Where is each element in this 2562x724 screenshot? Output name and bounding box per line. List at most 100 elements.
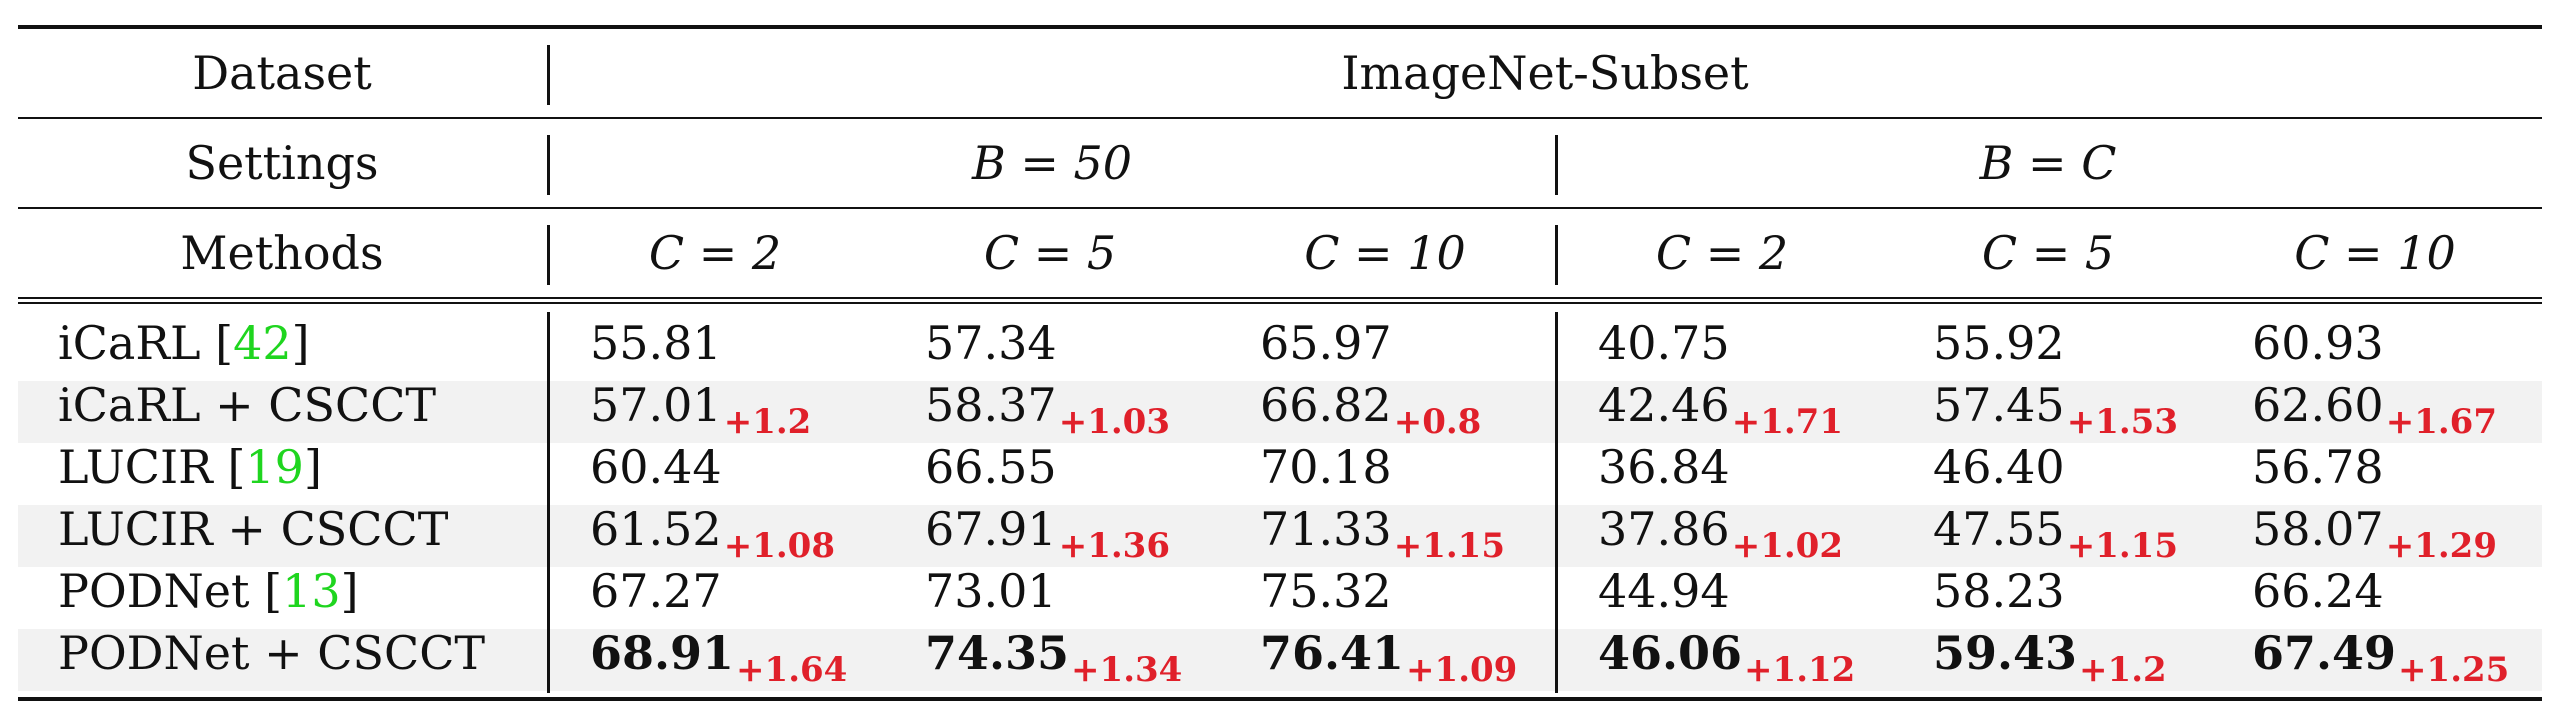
cell-value: 55.92 bbox=[1933, 316, 2065, 370]
dataset-value: ImageNet-Subset bbox=[1341, 46, 1749, 100]
citation-link[interactable]: 42 bbox=[233, 316, 292, 370]
method-name: PODNet + CSCCT bbox=[58, 630, 485, 676]
cell-value: 60.44 bbox=[590, 440, 722, 494]
improvement-delta: +1.15 bbox=[1393, 526, 1505, 566]
cell-value: 40.75 bbox=[1598, 316, 1730, 370]
col-header: C = 5 bbox=[983, 226, 1117, 280]
improvement-delta: +1.2 bbox=[723, 402, 812, 442]
improvement-delta: +1.53 bbox=[2066, 402, 2178, 442]
improvement-delta: +1.12 bbox=[1744, 650, 1856, 690]
vline-left-body bbox=[547, 312, 550, 693]
cell-value: 58.23 bbox=[1933, 564, 2065, 618]
table-cell: 66.24 bbox=[2252, 568, 2384, 614]
cell-value: 68.91 bbox=[590, 626, 735, 680]
cell-value: 57.01 bbox=[590, 378, 722, 432]
cell-value: 58.37 bbox=[925, 378, 1057, 432]
cell-value: 74.35 bbox=[925, 626, 1070, 680]
method-name: LUCIR + CSCCT bbox=[58, 506, 448, 552]
method-label: PODNet bbox=[58, 564, 265, 618]
vline-left bbox=[547, 45, 550, 105]
vline-left bbox=[547, 135, 550, 195]
rule-after-methods bbox=[18, 297, 2542, 299]
table-cell: 71.33+1.15 bbox=[1260, 506, 1505, 563]
table-cell: 67.91+1.36 bbox=[925, 506, 1170, 563]
cell-value: 75.32 bbox=[1260, 564, 1392, 618]
improvement-delta: +1.71 bbox=[1731, 402, 1843, 442]
table-cell: 57.45+1.53 bbox=[1933, 382, 2178, 439]
table-cell: 66.55 bbox=[925, 444, 1057, 490]
cell-value: 59.43 bbox=[1933, 626, 2078, 680]
settings-label: Settings bbox=[185, 136, 379, 190]
table-cell: 70.18 bbox=[1260, 444, 1392, 490]
table-cell: 55.81 bbox=[590, 320, 722, 366]
table-cell: 58.23 bbox=[1933, 568, 2065, 614]
setting-bc: B = C bbox=[1979, 136, 2117, 190]
dataset-label: Dataset bbox=[192, 46, 372, 100]
vline-mid-body bbox=[1555, 312, 1558, 693]
citation-link[interactable]: 13 bbox=[282, 564, 341, 618]
table-cell: 60.93 bbox=[2252, 320, 2384, 366]
table-cell: 68.91+1.64 bbox=[590, 630, 847, 687]
table-cell: 57.01+1.2 bbox=[590, 382, 811, 439]
cell-value: 58.07 bbox=[2252, 502, 2384, 556]
vline-mid bbox=[1555, 135, 1558, 195]
cell-value: 37.86 bbox=[1598, 502, 1730, 556]
col-header: C = 10 bbox=[2294, 226, 2456, 280]
table-cell: 55.92 bbox=[1933, 320, 2065, 366]
table-cell: 42.46+1.71 bbox=[1598, 382, 1843, 439]
improvement-delta: +1.03 bbox=[1058, 402, 1170, 442]
cell-value: 60.93 bbox=[2252, 316, 2384, 370]
method-label: iCaRL bbox=[58, 316, 216, 370]
table-cell: 62.60+1.67 bbox=[2252, 382, 2497, 439]
rule-after-methods-2 bbox=[18, 302, 2542, 304]
table-cell: 46.06+1.12 bbox=[1598, 630, 1855, 687]
improvement-delta: +1.02 bbox=[1731, 526, 1843, 566]
table-cell: 58.07+1.29 bbox=[2252, 506, 2497, 563]
cell-value: 76.41 bbox=[1260, 626, 1405, 680]
cell-value: 46.06 bbox=[1598, 626, 1743, 680]
method-name: iCaRL [42] bbox=[58, 316, 310, 370]
col-header: C = 2 bbox=[648, 226, 782, 280]
cell-value: 67.91 bbox=[925, 502, 1057, 556]
table-cell: 59.43+1.2 bbox=[1933, 630, 2167, 687]
cell-value: 66.82 bbox=[1260, 378, 1392, 432]
cell-value: 66.24 bbox=[2252, 564, 2384, 618]
row-stripe bbox=[18, 505, 2542, 567]
improvement-delta: +1.09 bbox=[1406, 650, 1518, 690]
col-header: C = 10 bbox=[1304, 226, 1466, 280]
setting-b50: B = 50 bbox=[971, 136, 1133, 190]
method-label: LUCIR + CSCCT bbox=[58, 502, 449, 556]
rule-after-dataset bbox=[18, 117, 2542, 119]
cell-value: 47.55 bbox=[1933, 502, 2065, 556]
cell-value: 67.49 bbox=[2252, 626, 2397, 680]
improvement-delta: +1.08 bbox=[723, 526, 835, 566]
table-cell: 60.44 bbox=[590, 444, 722, 490]
table-cell: 58.37+1.03 bbox=[925, 382, 1170, 439]
methods-label: Methods bbox=[180, 226, 384, 280]
table-cell: 65.97 bbox=[1260, 320, 1392, 366]
cell-value: 55.81 bbox=[590, 316, 722, 370]
top-rule bbox=[18, 25, 2542, 29]
cell-value: 71.33 bbox=[1260, 502, 1392, 556]
table-cell: 46.40 bbox=[1933, 444, 2065, 490]
row-stripe bbox=[18, 629, 2542, 691]
table-cell: 44.94 bbox=[1598, 568, 1730, 614]
method-name: PODNet [13] bbox=[58, 564, 359, 618]
cell-value: 70.18 bbox=[1260, 440, 1392, 494]
cell-value: 66.55 bbox=[925, 440, 1057, 494]
table-cell: 76.41+1.09 bbox=[1260, 630, 1517, 687]
table-cell: 73.01 bbox=[925, 568, 1057, 614]
citation-link[interactable]: 19 bbox=[245, 440, 304, 494]
cell-value: 65.97 bbox=[1260, 316, 1392, 370]
method-name: LUCIR [19] bbox=[58, 440, 322, 494]
cell-value: 44.94 bbox=[1598, 564, 1730, 618]
table-cell: 74.35+1.34 bbox=[925, 630, 1182, 687]
improvement-delta: +1.64 bbox=[736, 650, 848, 690]
method-label: PODNet + CSCCT bbox=[58, 626, 486, 680]
bottom-rule bbox=[18, 697, 2542, 701]
improvement-delta: +1.15 bbox=[2066, 526, 2178, 566]
table-cell: 67.27 bbox=[590, 568, 722, 614]
improvement-delta: +0.8 bbox=[1393, 402, 1482, 442]
cell-value: 67.27 bbox=[590, 564, 722, 618]
improvement-delta: +1.36 bbox=[1058, 526, 1170, 566]
